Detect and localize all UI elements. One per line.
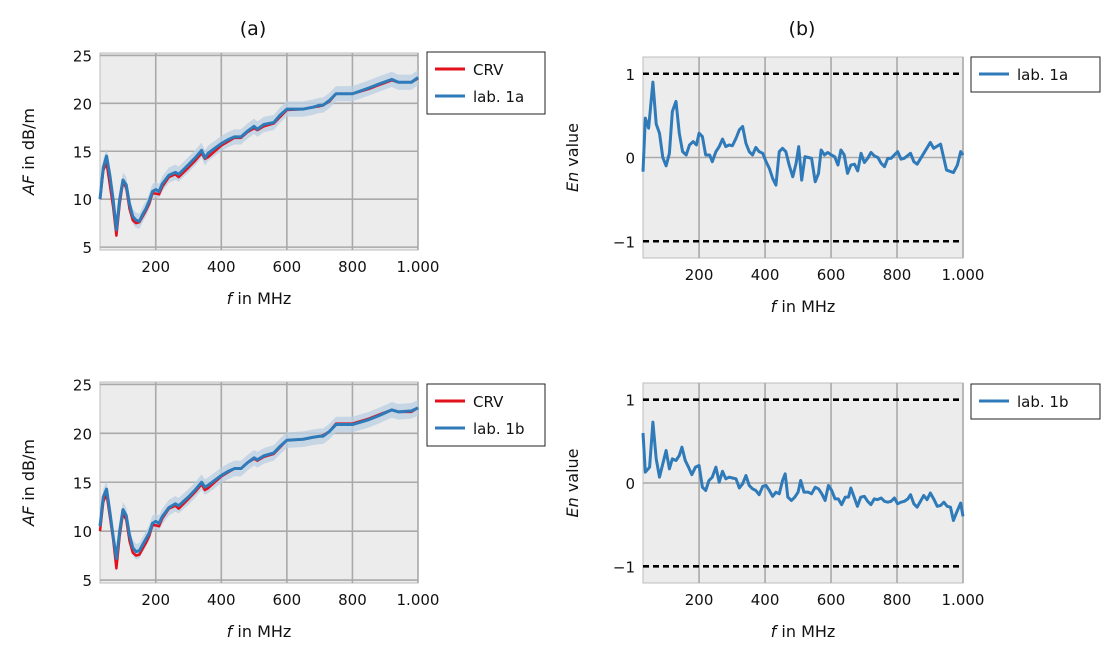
x-axis-label-text: in MHz <box>776 297 835 316</box>
panel-title: (b) <box>789 18 816 40</box>
y-axis-label-text: in dB/m <box>19 108 38 175</box>
x-tick-label: 200 <box>685 266 714 284</box>
y-tick-label: 15 <box>73 474 92 492</box>
y-tick-label: 15 <box>73 143 92 161</box>
x-axis-label: f in MHz <box>227 289 292 308</box>
y-tick-label: 1 <box>625 66 635 84</box>
y-axis-label: En value <box>563 448 582 517</box>
series-line-lab-1b <box>641 420 965 522</box>
x-tick-label: 400 <box>751 591 780 609</box>
y-tick-label: 25 <box>73 47 92 65</box>
x-axis-label-text: in MHz <box>232 622 291 641</box>
legend-label: CRV <box>473 393 504 411</box>
x-tick-label: 200 <box>685 591 714 609</box>
legend-label: CRV <box>473 61 504 79</box>
legend: lab. 1b <box>970 383 1101 420</box>
series-line-lab-1a <box>98 76 419 232</box>
y-tick-label: −1 <box>613 233 635 251</box>
y-axis-label: En value <box>563 123 582 192</box>
legend-box <box>426 383 546 447</box>
x-tick-label: 400 <box>751 266 780 284</box>
x-tick-label: 200 <box>141 258 170 276</box>
y-tick-label: 25 <box>73 376 92 394</box>
legend-label: lab. 1b <box>473 420 524 438</box>
legend-box <box>426 51 546 115</box>
y-axis-label-var: AF <box>19 174 38 196</box>
chart-panel-1: 200 400 600 800 1.000 5 10 15 20 25 (a) f in MHz AF … <box>19 18 546 308</box>
legend-label: lab. 1a <box>473 88 524 106</box>
x-tick-label: 800 <box>338 591 367 609</box>
y-tick-label: 1 <box>625 392 635 410</box>
chart-panel-4: 200 400 600 800 1.000 −1 0 1 f in MHz En value lab… <box>563 382 1101 641</box>
legend: lab. 1a <box>970 56 1101 93</box>
y-axis-label: AF in dB/m <box>19 439 38 527</box>
y-axis-label-text: value <box>563 123 582 172</box>
y-axis-label-var: En <box>563 497 582 517</box>
x-axis-label: f in MHz <box>771 622 836 641</box>
x-tick-label: 600 <box>817 266 846 284</box>
x-tick-label: 1.000 <box>397 258 440 276</box>
y-axis-label-var: AF <box>19 505 38 527</box>
y-tick-label: 10 <box>73 191 92 209</box>
chart-panel-3: 200 400 600 800 1.000 5 10 15 20 25 f in MHz AF in … <box>19 376 546 641</box>
y-axis-label: AF in dB/m <box>19 108 38 196</box>
y-tick-label: 0 <box>625 475 635 493</box>
y-axis-label-var: En <box>563 172 582 192</box>
legend: CRV lab. 1a <box>426 51 546 115</box>
panel-title: (a) <box>240 18 266 40</box>
y-tick-label: 10 <box>73 523 92 541</box>
x-tick-label: 600 <box>273 591 302 609</box>
x-axis-label-var: f <box>227 289 235 308</box>
x-tick-label: 200 <box>141 591 170 609</box>
y-axis-label-text: value <box>563 448 582 497</box>
chart-panel-2: 200 400 600 800 1.000 −1 0 1 (b) f in MHz En value… <box>563 18 1101 316</box>
x-axis-label-var: f <box>771 622 779 641</box>
y-tick-label: 5 <box>82 572 92 590</box>
series-line-lab-1a <box>641 80 965 187</box>
x-axis-label-text: in MHz <box>776 622 835 641</box>
x-axis-label-text: in MHz <box>232 289 291 308</box>
y-tick-label: 5 <box>82 239 92 257</box>
x-tick-label: 800 <box>338 258 367 276</box>
x-tick-label: 1.000 <box>397 591 440 609</box>
x-tick-label: 600 <box>817 591 846 609</box>
x-axis-label: f in MHz <box>771 297 836 316</box>
y-tick-label: −1 <box>613 558 635 576</box>
x-tick-label: 800 <box>883 266 912 284</box>
y-tick-label: 20 <box>73 95 92 113</box>
x-axis-label-var: f <box>227 622 235 641</box>
uncertainty-band <box>100 69 418 238</box>
x-tick-label: 800 <box>883 591 912 609</box>
legend: CRV lab. 1b <box>426 383 546 447</box>
x-tick-label: 600 <box>273 258 302 276</box>
x-axis-label-var: f <box>771 297 779 316</box>
x-tick-label: 400 <box>207 591 236 609</box>
x-tick-label: 400 <box>207 258 236 276</box>
x-tick-label: 1.000 <box>942 591 985 609</box>
x-tick-label: 1.000 <box>942 266 985 284</box>
y-tick-label: 0 <box>625 150 635 168</box>
series-line-lab-1b <box>98 406 419 561</box>
legend-label: lab. 1a <box>1017 66 1068 84</box>
legend-label: lab. 1b <box>1017 393 1068 411</box>
y-tick-label: 20 <box>73 425 92 443</box>
y-axis-label-text: in dB/m <box>19 439 38 506</box>
x-axis-label: f in MHz <box>227 622 292 641</box>
